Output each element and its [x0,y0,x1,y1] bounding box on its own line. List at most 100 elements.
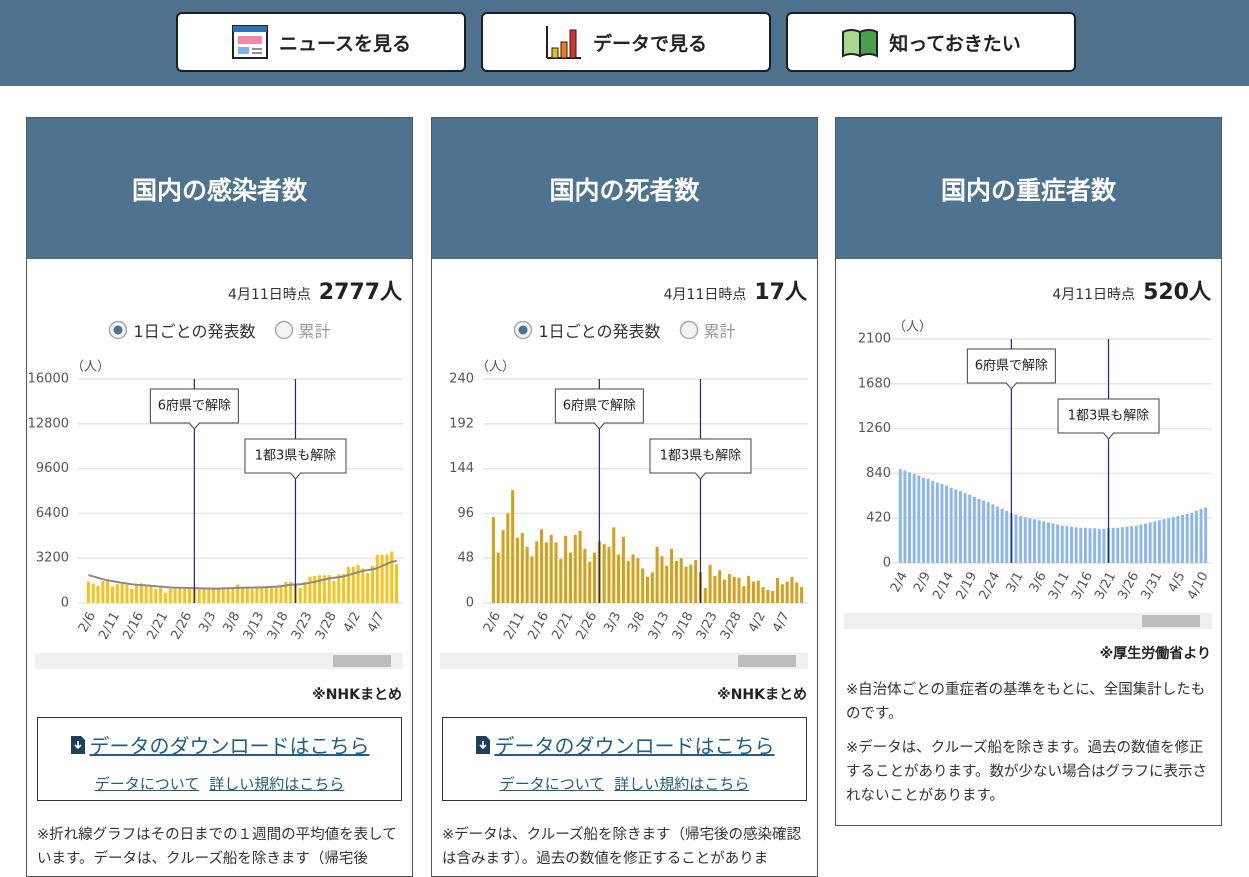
bar [1042,521,1046,563]
bar [679,558,683,603]
y-tick-label: 144 [449,461,474,476]
bar [718,570,722,603]
bar [761,587,765,603]
icon-part [859,29,879,58]
y-tick-label: 192 [449,416,474,431]
as-of-date: 4月11日時点 [663,287,747,303]
bar [1194,510,1198,563]
icon-part [551,47,559,59]
bar [592,552,597,603]
bar [665,565,669,603]
bar [159,587,163,603]
y-tick-label: 1260 [858,421,891,436]
sub-link[interactable]: データについて [94,775,200,793]
bar [559,559,563,603]
y-tick-label: 3200 [36,551,69,566]
sub-link[interactable]: 詳しい規約はこちら [209,775,345,793]
annotation-text: 1都3県も解除 [1068,409,1150,424]
bar [742,586,746,603]
annotation-box [966,348,1056,390]
bar [303,581,307,603]
bar [972,496,976,563]
radio-ring [679,320,698,340]
bar [1056,524,1060,563]
bar [631,554,635,603]
bar [327,575,331,603]
y-tick-label: 1680 [858,376,891,391]
bar [694,560,698,603]
scrollbar-thumb [1142,615,1200,627]
icon-part [560,41,568,59]
nav-button[interactable]: ニュースを見る [176,12,466,72]
chart: （人）032006400960012800160002/62/112/162/2… [28,360,403,669]
nav-button[interactable]: データで見る [481,12,771,72]
annotation-box [649,438,752,480]
download-link[interactable]: データのダウンロードはこちら [38,730,401,759]
bar [380,554,384,603]
x-tick-label: 3/1 [1004,569,1027,595]
bar [1185,513,1189,563]
bar [284,582,288,603]
radio[interactable]: 累計 [274,318,331,342]
bar [1000,508,1004,563]
x-tick-label: 3/11 [1046,569,1073,602]
download-arrow [478,740,487,749]
bar [708,564,712,603]
sub-link[interactable]: データについて [499,775,605,793]
radio[interactable]: 1日ごとの発表数 [108,318,256,342]
note: ※データは、クルーズ船を除きます。過去の数値を修正することがあります。数が少ない… [846,740,1208,804]
bar [573,534,577,603]
bar [684,566,688,603]
bar [554,542,558,603]
bar [756,580,760,603]
bar [1079,527,1083,563]
bar [226,588,230,603]
bar [903,470,907,563]
bar [216,588,220,603]
y-tick-label: 16000 [28,372,69,387]
bar [655,547,659,603]
bar [986,502,990,563]
download-icon [70,735,85,754]
notes: ※折れ線グラフはその日までの１週間の平均値を表しています。データは、クルーズ船を… [37,823,404,876]
bar [723,579,727,603]
bar [780,584,784,603]
bar [279,584,283,603]
sub-links: データについて 詳しい規約はこちら [38,773,401,794]
y-axis-label: （人） [71,360,110,375]
bar [641,568,645,603]
x-tick-label: 2/4 [888,569,911,595]
bar [636,558,640,603]
x-tick-label: 2/6 [76,609,99,635]
radio-circle [109,320,128,340]
bar [366,573,370,603]
bar [289,582,293,603]
nav-button[interactable]: 知っておきたい [786,12,1076,72]
y-tick-label: 12800 [28,416,69,431]
y-tick-label: 0 [466,596,474,611]
bar [751,581,755,603]
bar [298,588,302,603]
download-text: データのダウンロードはこちら [494,734,775,758]
annotation-text: 6府県で解除 [158,399,231,414]
radio[interactable]: 1日ごとの発表数 [513,318,661,342]
x-tick-label: 2/14 [930,569,957,602]
icon-part [842,29,862,58]
bar [149,586,153,603]
sub-link[interactable]: 詳しい規約はこちら [614,775,750,793]
bar [245,587,249,603]
bar [771,590,775,603]
bar [496,552,500,603]
panel-title: 国内の感染者数 [27,118,412,259]
radio[interactable]: 累計 [679,318,736,342]
x-tick-label: 3/21 [1092,569,1119,602]
bar [1162,519,1166,563]
bar [120,583,124,603]
bar [995,506,999,563]
bar [1097,528,1101,563]
bar [795,582,799,603]
y-tick-label: 240 [449,372,474,387]
download-link[interactable]: データのダウンロードはこちら [443,730,806,759]
bar [515,537,520,603]
